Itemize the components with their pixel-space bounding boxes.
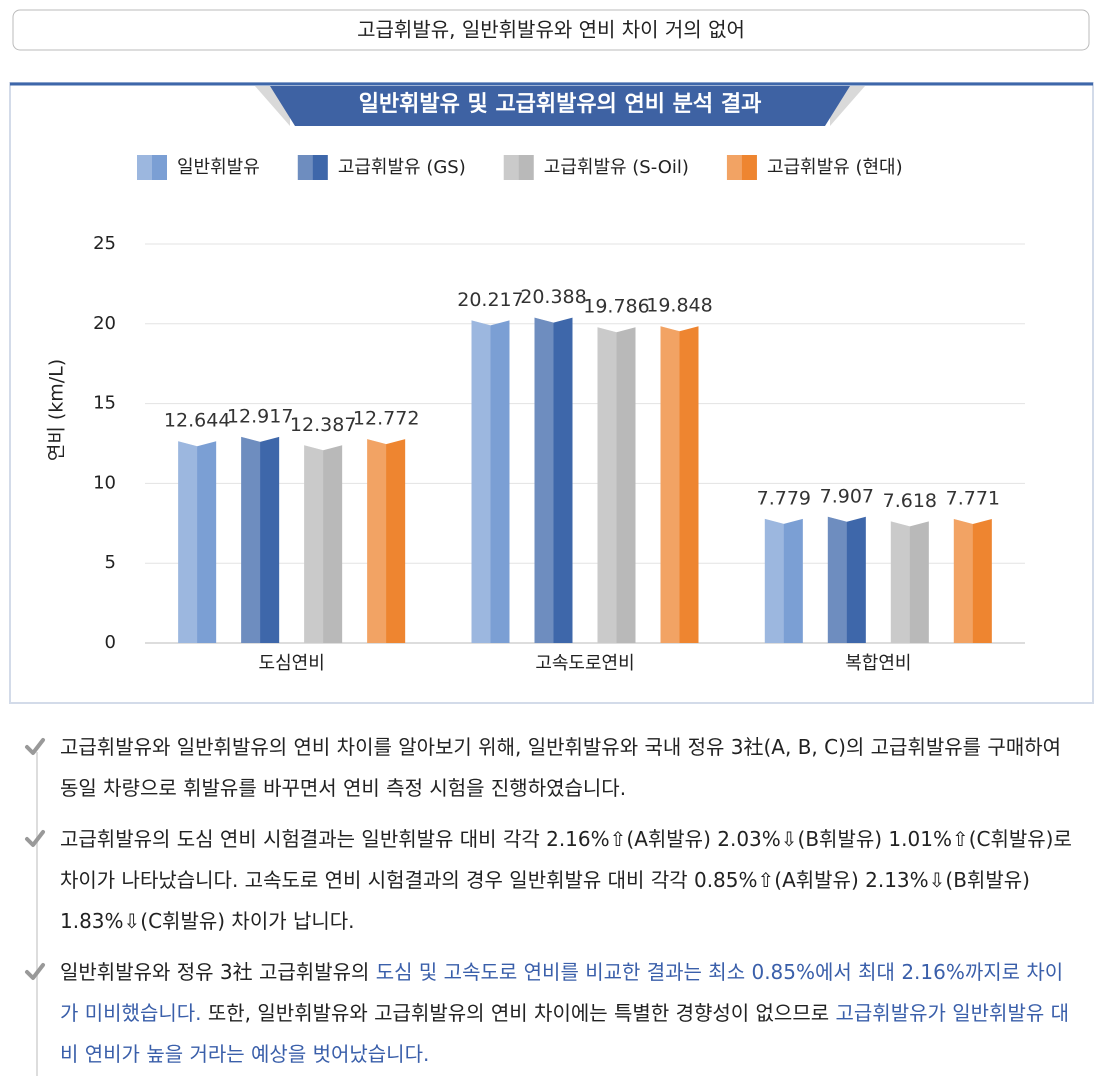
- bullet-text: 또한, 일반휘발유와 고급휘발유의 연비 차이에는 특별한 경향성이 없으므로: [201, 1001, 836, 1025]
- x-tick-label: 도심연비: [259, 653, 325, 674]
- x-tick-label: 복합연비: [845, 653, 911, 674]
- y-tick-label: 15: [93, 393, 116, 414]
- highlight-text: 도심 및 고속도로 연비를 비교한 결과는 최소 0.85%에서 최대 2.16…: [60, 960, 1064, 1025]
- bar-highlight: [953, 518, 973, 643]
- y-tick-label: 5: [105, 552, 116, 573]
- x-tick-label: 고속도로연비: [535, 653, 634, 674]
- bar-highlight: [471, 320, 491, 643]
- bullet-text: 고급휘발유의 도심 연비 시험결과는 일반휘발유 대비 각각 2.16%⇧(A휘…: [60, 827, 1072, 933]
- bullet-text: 일반휘발유와 정유 3社 고급휘발유의: [60, 960, 376, 984]
- bar: [764, 518, 803, 643]
- y-tick-label: 0: [105, 632, 116, 653]
- value-label: 12.917: [227, 405, 293, 427]
- bar-highlight: [764, 518, 784, 643]
- legend-swatch: [726, 155, 757, 180]
- y-tick-label: 20: [93, 313, 116, 334]
- check-icon: [25, 830, 45, 847]
- y-tick-label: 25: [93, 233, 116, 254]
- value-label: 7.771: [946, 487, 1000, 509]
- check-icon: [25, 738, 45, 755]
- legend-label: 고급휘발유 (GS): [338, 157, 466, 178]
- value-label: 20.217: [457, 289, 523, 311]
- legend-swatch-shade: [137, 155, 152, 180]
- bar: [241, 436, 280, 643]
- bar-highlight: [241, 436, 261, 643]
- header-box: [12, 9, 1090, 51]
- value-label: 20.388: [520, 286, 586, 308]
- legend-label: 고급휘발유 (S-Oil): [544, 157, 689, 178]
- bar: [827, 516, 866, 643]
- value-label: 19.786: [583, 296, 649, 318]
- y-tick-label: 10: [93, 472, 116, 493]
- legend-swatch: [137, 155, 167, 180]
- bar: [367, 439, 406, 643]
- bullet: 일반휘발유와 정유 3社 고급휘발유의 도심 및 고속도로 연비를 비교한 결과…: [25, 952, 1075, 1075]
- value-label: 7.618: [883, 490, 937, 512]
- bar-highlight: [827, 516, 847, 643]
- bar-highlight: [534, 317, 554, 643]
- ribbon: [270, 86, 850, 126]
- bar: [304, 445, 343, 643]
- highlight-text: 고급휘발유가 일반휘발유 대비 연비가 높을 거라는 예상을 벗어났습니다.: [60, 1001, 1070, 1066]
- bar-highlight: [660, 326, 680, 643]
- value-label: 12.772: [353, 408, 419, 430]
- bullet-list: 고급휘발유와 일반휘발유의 연비 차이를 알아보기 위해, 일반휘발유와 국내 …: [25, 727, 1075, 1085]
- chart-title: 일반휘발유 및 고급휘발유의 연비 분석 결과: [359, 92, 762, 117]
- bar-highlight: [178, 441, 198, 643]
- bullet-rail: [36, 752, 38, 1076]
- value-label: 7.779: [757, 487, 811, 509]
- bar: [534, 317, 573, 643]
- legend-swatch-shade: [297, 155, 313, 180]
- bar: [660, 326, 699, 643]
- bar-highlight: [367, 439, 387, 643]
- y-axis-label: 연비 (km/L): [46, 359, 68, 461]
- check-icon: [25, 963, 45, 980]
- chart: 고급휘발유, 일반휘발유와 연비 차이 거의 없어 일반휘발유 및 고급휘발유의…: [9, 9, 1094, 704]
- bar: [890, 521, 929, 643]
- bullet: 고급휘발유와 일반휘발유의 연비 차이를 알아보기 위해, 일반휘발유와 국내 …: [25, 727, 1075, 809]
- legend-swatch-shade: [726, 155, 742, 180]
- header-title: 고급휘발유, 일반휘발유와 연비 차이 거의 없어: [357, 18, 745, 42]
- bar-highlight: [304, 445, 324, 643]
- value-label: 19.848: [646, 295, 712, 317]
- bar-highlight: [890, 521, 910, 643]
- bar: [597, 327, 636, 643]
- value-label: 12.387: [290, 414, 356, 436]
- legend-swatch: [297, 155, 328, 180]
- bar: [953, 518, 992, 643]
- value-label: 12.644: [164, 410, 230, 432]
- legend-swatch: [503, 155, 534, 180]
- legend-swatch-shade: [503, 155, 519, 180]
- legend-label: 일반휘발유: [177, 157, 260, 178]
- value-label: 7.907: [820, 485, 874, 507]
- bar: [178, 441, 217, 643]
- bullet-text: 고급휘발유와 일반휘발유의 연비 차이를 알아보기 위해, 일반휘발유와 국내 …: [60, 735, 1062, 800]
- bullet: 고급휘발유의 도심 연비 시험결과는 일반휘발유 대비 각각 2.16%⇧(A휘…: [25, 819, 1075, 942]
- bar: [471, 320, 510, 643]
- legend-label: 고급휘발유 (현대): [767, 157, 903, 178]
- bar-highlight: [597, 327, 617, 643]
